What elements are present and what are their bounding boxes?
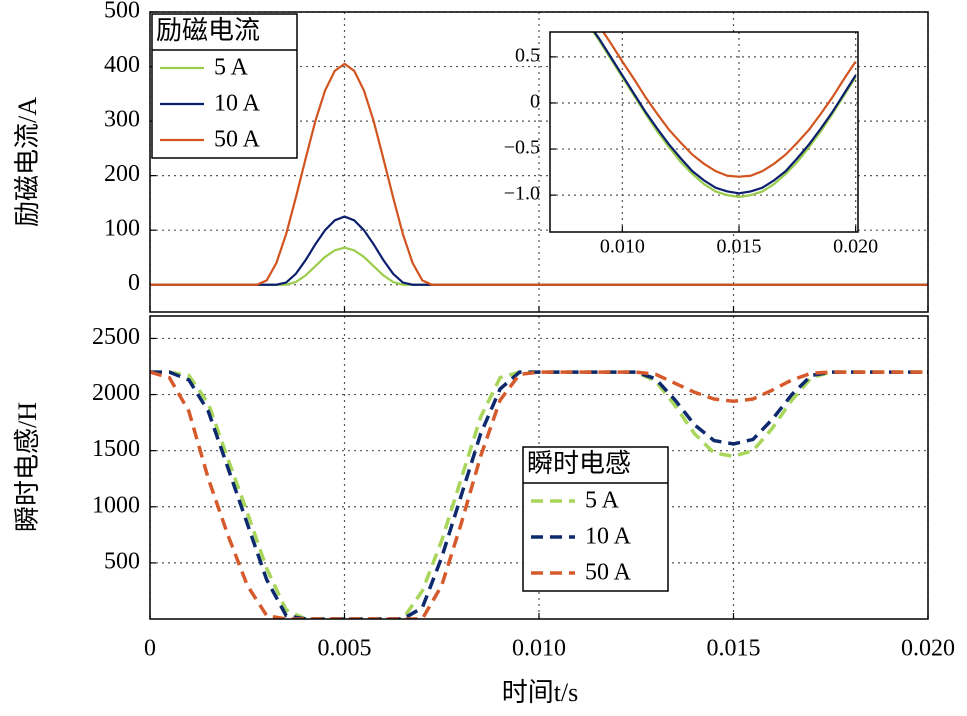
- y-axis-label: 瞬时电感/H: [13, 402, 42, 532]
- legend-title: 励磁电流: [156, 16, 260, 45]
- y-tick-label: 2000: [92, 380, 140, 406]
- plot-frame: [149, 11, 929, 313]
- x-tick-label: 0.010: [512, 636, 566, 662]
- legend-label: 10 A: [214, 91, 261, 117]
- y-tick-label: 500: [104, 0, 140, 24]
- y-tick-label: −0.5: [504, 137, 540, 159]
- plot-frame: [149, 315, 929, 620]
- inset-background: [550, 32, 858, 232]
- x-tick-label: 0.010: [600, 236, 645, 258]
- legend-label: 50 A: [585, 560, 632, 586]
- series-line: [593, 32, 857, 195]
- series-line: [150, 370, 928, 619]
- series-line: [601, 32, 857, 178]
- y-tick-label: 0.5: [515, 44, 540, 66]
- x-tick-label: 0.005: [318, 636, 372, 662]
- legend-label: 5 A: [585, 488, 620, 514]
- y-tick-label: 1500: [92, 436, 140, 462]
- series-line: [150, 62, 928, 286]
- y-tick-label: 2500: [92, 324, 140, 350]
- y-tick-label: 200: [104, 161, 140, 187]
- x-tick-label: 0.020: [833, 236, 878, 258]
- x-tick-label: 0: [144, 636, 156, 662]
- x-tick-label: 0.015: [707, 636, 761, 662]
- y-tick-label: 0: [128, 270, 140, 296]
- x-axis-label: 时间t/s: [502, 678, 579, 707]
- legend-box: [151, 13, 298, 159]
- y-tick-label: 100: [104, 216, 140, 242]
- x-tick-label: 0.020: [901, 636, 955, 662]
- y-tick-label: −1.0: [504, 183, 540, 205]
- plot-frame: [549, 31, 859, 233]
- y-tick-label: 0: [530, 91, 540, 113]
- y-tick-label: 1000: [92, 492, 140, 518]
- y-axis-label: 励磁电流/A: [13, 97, 42, 227]
- legend-label: 50 A: [214, 127, 261, 153]
- legend-box: [522, 446, 669, 592]
- legend-label: 5 A: [214, 55, 249, 81]
- y-tick-label: 400: [104, 52, 140, 78]
- legend-title: 瞬时电感: [527, 449, 631, 478]
- series-line: [150, 370, 928, 619]
- x-tick-label: 0.015: [717, 236, 762, 258]
- y-tick-label: 500: [104, 548, 140, 574]
- legend-label: 10 A: [585, 524, 632, 550]
- y-tick-label: 300: [104, 107, 140, 133]
